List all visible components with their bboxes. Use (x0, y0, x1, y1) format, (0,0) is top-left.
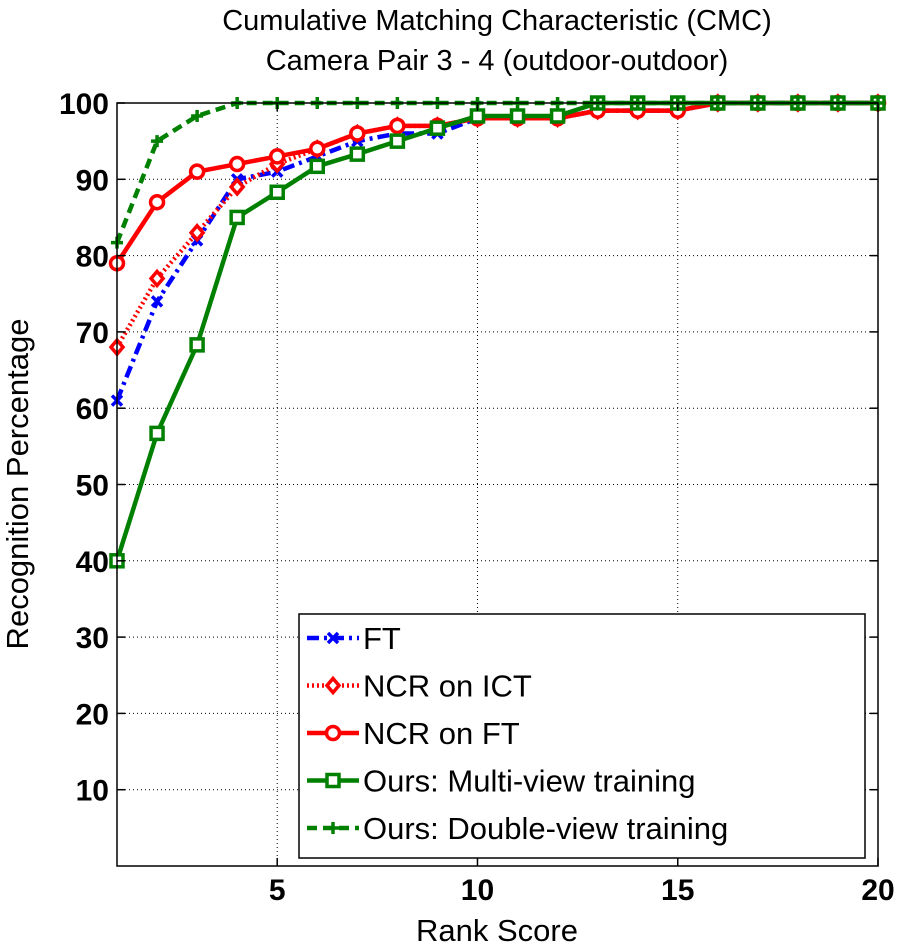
legend-label: Ours: Double-view training (363, 811, 728, 846)
legend-marker (324, 724, 342, 742)
x-tick-label: 5 (269, 874, 286, 907)
data-point (189, 337, 205, 353)
x-tick-label: 10 (461, 874, 494, 907)
legend-entry: Ours: Multi-view training (307, 764, 695, 799)
legend-label: Ours: Multi-view training (363, 764, 695, 799)
data-point (309, 140, 326, 158)
data-point (151, 135, 164, 148)
y-tick-label: 90 (76, 164, 109, 197)
legend-entry: FT (307, 621, 401, 656)
y-axis-label: Recognition Percentage (0, 319, 35, 650)
series-layer (108, 93, 887, 569)
y-tick-label: 20 (76, 698, 109, 731)
data-point (148, 193, 166, 211)
series-line (114, 100, 878, 402)
legend-marker (324, 675, 342, 696)
data-point (549, 108, 566, 124)
data-point (349, 125, 366, 142)
series-1 (108, 93, 887, 357)
y-tick-label: 80 (76, 241, 109, 274)
legend-marker (325, 772, 341, 789)
legend-entry: Ours: Double-view training (307, 811, 728, 846)
legend-entry: NCR on ICT (307, 669, 532, 704)
chart-title: Cumulative Matching Characteristic (CMC) (222, 5, 772, 37)
data-point (349, 146, 366, 162)
y-tick-label: 30 (76, 622, 109, 655)
y-tick-label: 50 (76, 470, 109, 503)
legend-label: FT (363, 621, 401, 656)
data-point (191, 109, 204, 122)
legend: FT NCR on ICT NCR on FT Ours: Multi-view tr… (298, 613, 866, 859)
data-point (148, 268, 166, 289)
legend-entry: NCR on FT (307, 716, 520, 751)
data-point (228, 155, 246, 173)
data-point (389, 117, 406, 135)
data-point (509, 108, 526, 124)
data-point (389, 133, 406, 149)
legend-label: NCR on ICT (363, 669, 532, 704)
x-axis-label: Rank Score (416, 913, 578, 944)
y-tick-label: 40 (76, 546, 109, 579)
data-point (429, 120, 446, 136)
data-point (229, 209, 245, 226)
data-point (269, 184, 285, 201)
legend-marker (326, 631, 340, 645)
data-point (228, 177, 246, 197)
y-tick-label: 10 (76, 775, 109, 808)
tick-layer: 5 10 15 20 10 20 30 40 50 60 70 80 90 100 (59, 88, 895, 907)
data-point (149, 425, 165, 442)
legend-label: NCR on FT (363, 716, 520, 751)
y-tick-label: 100 (59, 88, 109, 121)
data-point (309, 158, 326, 175)
y-tick-label: 70 (76, 317, 109, 350)
data-point (469, 108, 486, 124)
data-point (188, 163, 206, 180)
x-tick-label: 15 (661, 874, 694, 907)
legend-marker (327, 822, 339, 834)
chart-subtitle: Camera Pair 3 - 4 (outdoor-outdoor) (266, 45, 729, 77)
legend-box (298, 613, 866, 859)
y-tick-label: 60 (76, 393, 109, 426)
x-tick-label: 20 (861, 874, 894, 907)
data-point (268, 148, 286, 165)
data-point (150, 295, 164, 308)
data-point (188, 223, 206, 243)
